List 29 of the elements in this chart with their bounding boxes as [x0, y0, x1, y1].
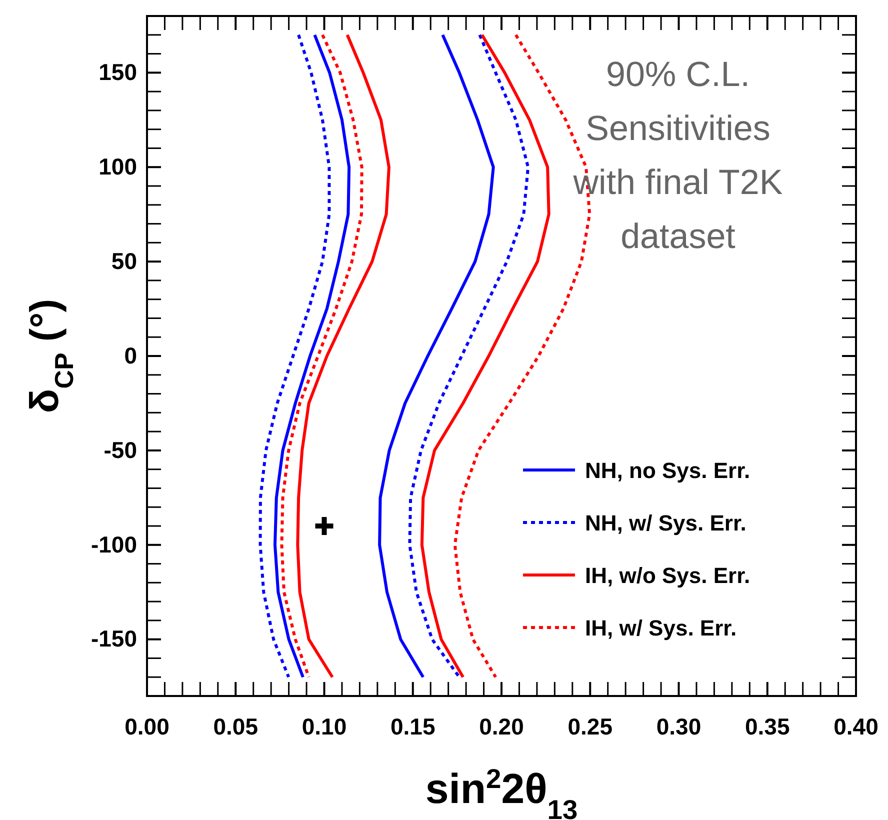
y-tick-label: 50 [111, 248, 137, 274]
legend-label: NH, no Sys. Err. [585, 458, 750, 483]
x-axis-title: sin$^{2}$2θ$_{13}$ [425, 762, 578, 820]
x-tick-label: 0.35 [744, 713, 790, 740]
x-tick-label: 0.20 [479, 713, 524, 740]
legend-label: NH, w/ Sys. Err. [585, 510, 746, 536]
y-tick-label: 100 [98, 153, 137, 180]
x-tick-label: 0.10 [302, 713, 347, 740]
y-tick-label: -100 [90, 531, 137, 558]
x-tick-label: 0.15 [390, 713, 436, 740]
y-tick-label: 150 [98, 59, 137, 86]
legend-label: IH, w/o Sys. Err. [585, 562, 750, 588]
line-series [296, 33, 390, 679]
y-tick-label: -50 [104, 436, 137, 463]
x-tick-label: 0.00 [124, 713, 170, 740]
y-tick-label: -150 [90, 626, 137, 652]
x-tick-label: 0.30 [656, 713, 702, 740]
x-tick-label: 0.05 [213, 713, 258, 740]
line-series [420, 33, 550, 679]
line-series [408, 33, 530, 679]
line-series [258, 33, 331, 679]
legend-label: IH, w/ Sys. Err. [585, 615, 737, 640]
y-tick-label: 0 [124, 342, 137, 368]
line-series [273, 33, 351, 679]
x-tick-label: 0.40 [834, 713, 878, 740]
annotation: 90% C.L. Sensitivities with final T2K dataset [572, 55, 783, 256]
line-series [280, 33, 364, 679]
x-tick-label: 0.25 [568, 713, 613, 740]
line-series [378, 33, 495, 679]
